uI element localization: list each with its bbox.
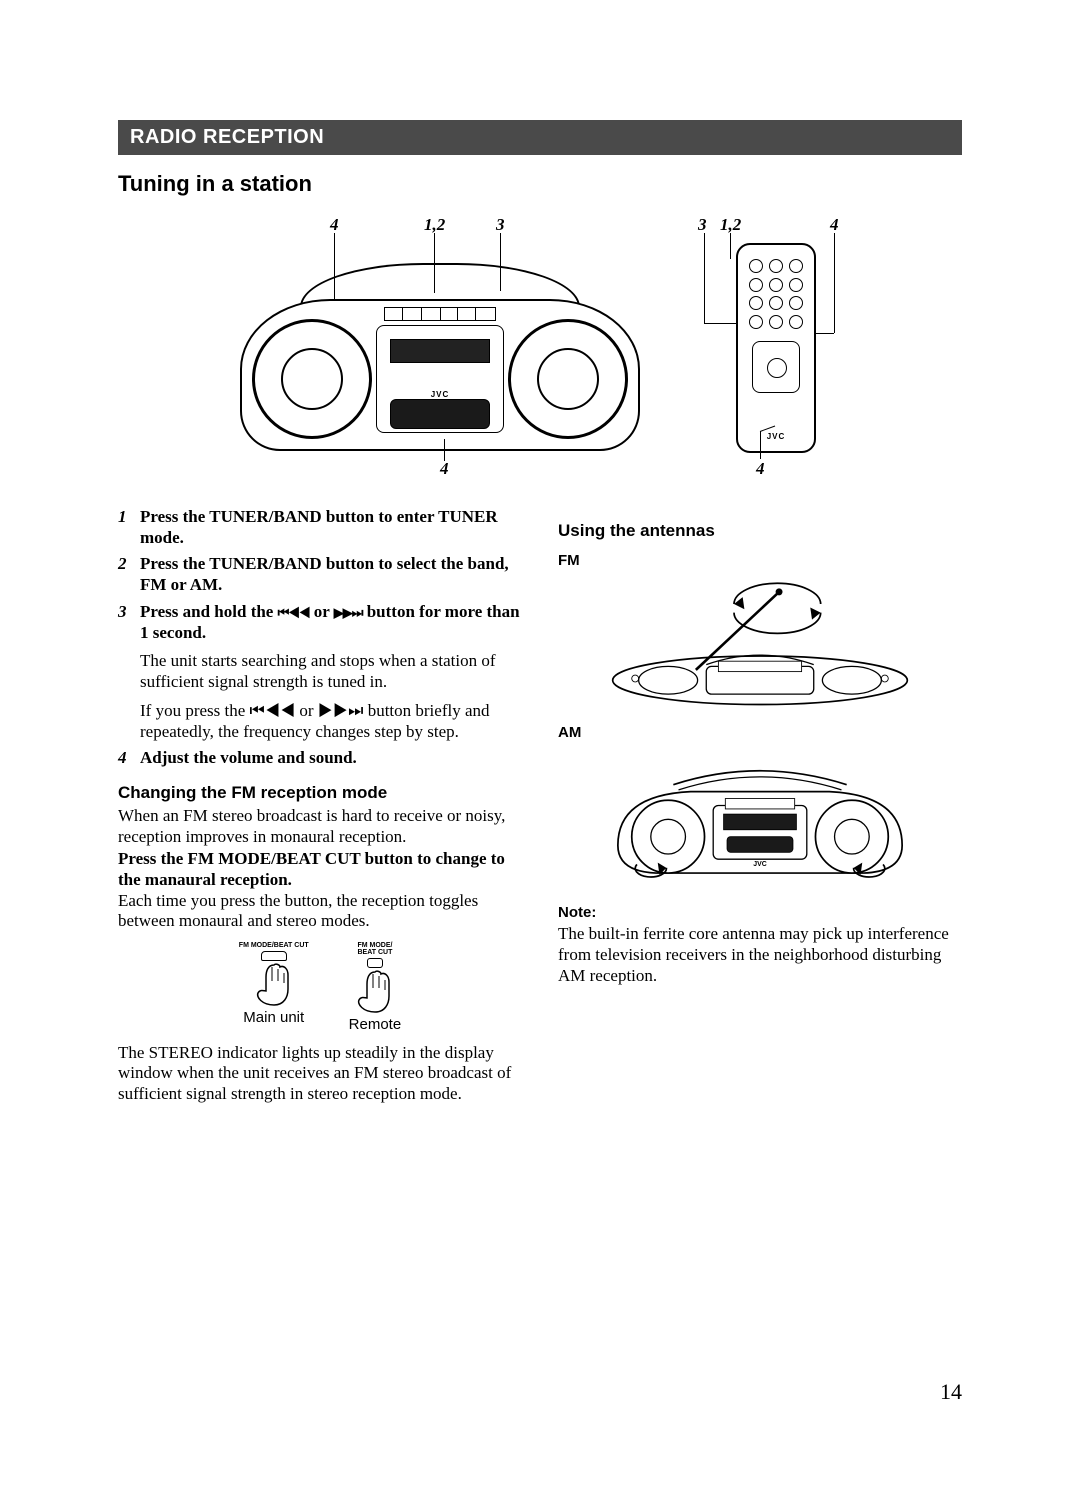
boombox-illustration: JVC bbox=[240, 251, 640, 451]
step-3: 3 Press and hold the ⏮◀◀ or ▶▶⏭ button f… bbox=[118, 602, 522, 742]
page: RADIO RECEPTION Tuning in a station 4 1,… bbox=[0, 0, 1080, 1165]
boombox-figure: 4 1,2 3 JVC 4 bbox=[220, 215, 660, 475]
step-2: 2 Press the TUNER/BAND button to select … bbox=[118, 554, 522, 595]
note-body: The built-in ferrite core antenna may pi… bbox=[558, 924, 962, 986]
fm-mode-button-figures: FM MODE/BEAT CUT Main unit FM MODE/BEAT … bbox=[118, 942, 522, 1034]
page-title: Tuning in a station bbox=[118, 171, 962, 197]
step-4: 4 Adjust the volume and sound. bbox=[118, 748, 522, 769]
callout: 1,2 bbox=[720, 215, 741, 235]
step-1: 1 Press the TUNER/BAND button to enter T… bbox=[118, 507, 522, 548]
callout: 4 bbox=[330, 215, 339, 235]
callout: 4 bbox=[440, 459, 449, 479]
callout: 4 bbox=[830, 215, 839, 235]
section-header: RADIO RECEPTION bbox=[118, 120, 962, 155]
antennas-heading: Using the antennas bbox=[558, 521, 962, 542]
note-heading: Note: bbox=[558, 904, 962, 922]
hero-figure: 4 1,2 3 JVC 4 3 bbox=[118, 215, 962, 475]
remote-button-fig: FM MODE/BEAT CUT Remote bbox=[349, 942, 402, 1034]
remote-figure: 3 1,2 4 JVC 4 bbox=[700, 215, 860, 475]
callout: 3 bbox=[698, 215, 707, 235]
tuning-steps: 1 Press the TUNER/BAND button to enter T… bbox=[118, 507, 522, 769]
right-column: Using the antennas FM bbox=[558, 507, 962, 1105]
fm-mode-heading: Changing the FM reception mode bbox=[118, 783, 522, 804]
callout: 3 bbox=[496, 215, 505, 235]
am-antenna-figure: JVC bbox=[558, 750, 962, 880]
callout: 4 bbox=[756, 459, 765, 479]
fm-mode-p1: When an FM stereo broadcast is hard to r… bbox=[118, 806, 522, 847]
remote-illustration: JVC bbox=[736, 243, 816, 453]
svg-text:JVC: JVC bbox=[753, 861, 766, 868]
fm-antenna-figure bbox=[558, 578, 962, 708]
callout: 1,2 bbox=[424, 215, 445, 235]
hand-icon bbox=[355, 968, 395, 1014]
fm-label: FM bbox=[558, 552, 962, 570]
fm-mode-instruction: Press the FM MODE/BEAT CUT button to cha… bbox=[118, 849, 522, 890]
fm-mode-p2: Each time you press the button, the rece… bbox=[118, 891, 522, 932]
fm-mode-p3: The STEREO indicator lights up steadily … bbox=[118, 1043, 522, 1105]
left-column: 1 Press the TUNER/BAND button to enter T… bbox=[118, 507, 522, 1105]
page-number: 14 bbox=[940, 1379, 962, 1405]
am-label: AM bbox=[558, 724, 962, 742]
hand-icon bbox=[254, 961, 294, 1007]
content-columns: 1 Press the TUNER/BAND button to enter T… bbox=[118, 507, 962, 1105]
main-unit-button-fig: FM MODE/BEAT CUT Main unit bbox=[239, 942, 309, 1034]
